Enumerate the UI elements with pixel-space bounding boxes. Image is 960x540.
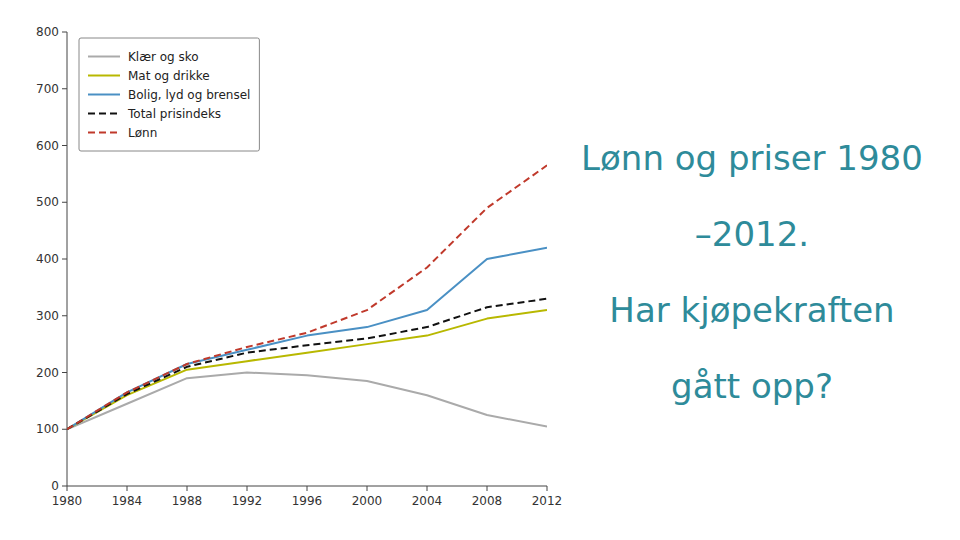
x-tick-label: 1984 — [112, 494, 143, 508]
series-line — [67, 373, 547, 430]
series-line — [67, 165, 547, 429]
y-tick-label: 200 — [36, 366, 59, 380]
y-tick-label: 300 — [36, 309, 59, 323]
title-line: gått opp? — [671, 366, 833, 406]
y-tick-label: 800 — [36, 25, 59, 39]
x-tick-label: 1992 — [232, 494, 263, 508]
legend-swatch — [88, 94, 120, 96]
title-line: Lønn og priser 1980 — [581, 138, 923, 178]
legend-box — [79, 38, 259, 151]
y-tick — [62, 315, 67, 316]
y-tick-label: 500 — [36, 195, 59, 209]
x-tick-label: 2004 — [412, 494, 443, 508]
x-tick-label: 2008 — [472, 494, 503, 508]
x-tick — [67, 486, 68, 491]
axes: 1980 1984 1988 1992 1996 2000 2004 2008 2012 0 100… — [36, 25, 562, 508]
x-tick — [247, 486, 248, 491]
legend-swatch — [88, 75, 120, 77]
y-tick-label: 400 — [36, 252, 59, 266]
title: Lønn og priser 1980 –2012. Har kjøpekrafte… — [581, 138, 923, 406]
y-tick — [62, 486, 67, 487]
x-tick — [187, 486, 188, 491]
legend-label: Mat og drikke — [128, 69, 210, 83]
title-line: Har kjøpekraften — [609, 290, 894, 330]
title-line: –2012. — [695, 214, 809, 254]
y-tick-label: 600 — [36, 139, 59, 153]
legend-swatch — [88, 56, 120, 58]
series-line — [67, 310, 547, 429]
x-tick-label: 1996 — [292, 494, 323, 508]
x-tick-label: 2000 — [352, 494, 383, 508]
series-line — [67, 299, 547, 430]
chart-container: 1980 1984 1988 1992 1996 2000 2004 2008 2012 0 100… — [0, 0, 960, 540]
y-tick — [62, 32, 67, 33]
x-tick — [427, 486, 428, 491]
x-tick-label: 1988 — [172, 494, 203, 508]
x-tick — [547, 486, 548, 491]
y-tick-label: 100 — [36, 422, 59, 436]
y-tick — [62, 372, 67, 373]
x-tick-label: 2012 — [532, 494, 563, 508]
x-tick — [487, 486, 488, 491]
y-tick — [62, 145, 67, 146]
y-tick — [62, 429, 67, 430]
series-line — [67, 248, 547, 430]
legend-label: Bolig, lyd og brensel — [128, 88, 250, 102]
legend-swatch — [88, 113, 120, 115]
x-tick — [307, 486, 308, 491]
y-tick — [62, 259, 67, 260]
y-tick — [62, 88, 67, 89]
x-tick — [367, 486, 368, 491]
y-tick-label: 0 — [51, 479, 59, 493]
legend: Klær og sko Mat og drikke Bolig, lyd og br… — [79, 38, 259, 151]
x-tick-label: 1980 — [52, 494, 83, 508]
series-lines — [67, 165, 547, 429]
legend-swatch — [88, 132, 120, 134]
y-tick-label: 700 — [36, 82, 59, 96]
legend-label: Lønn — [128, 126, 157, 140]
legend-label: Total prisindeks — [127, 107, 221, 121]
chart-svg: 1980 1984 1988 1992 1996 2000 2004 2008 2012 0 100… — [0, 0, 960, 540]
x-tick — [127, 486, 128, 491]
y-tick — [62, 202, 67, 203]
legend-label: Klær og sko — [128, 50, 199, 64]
